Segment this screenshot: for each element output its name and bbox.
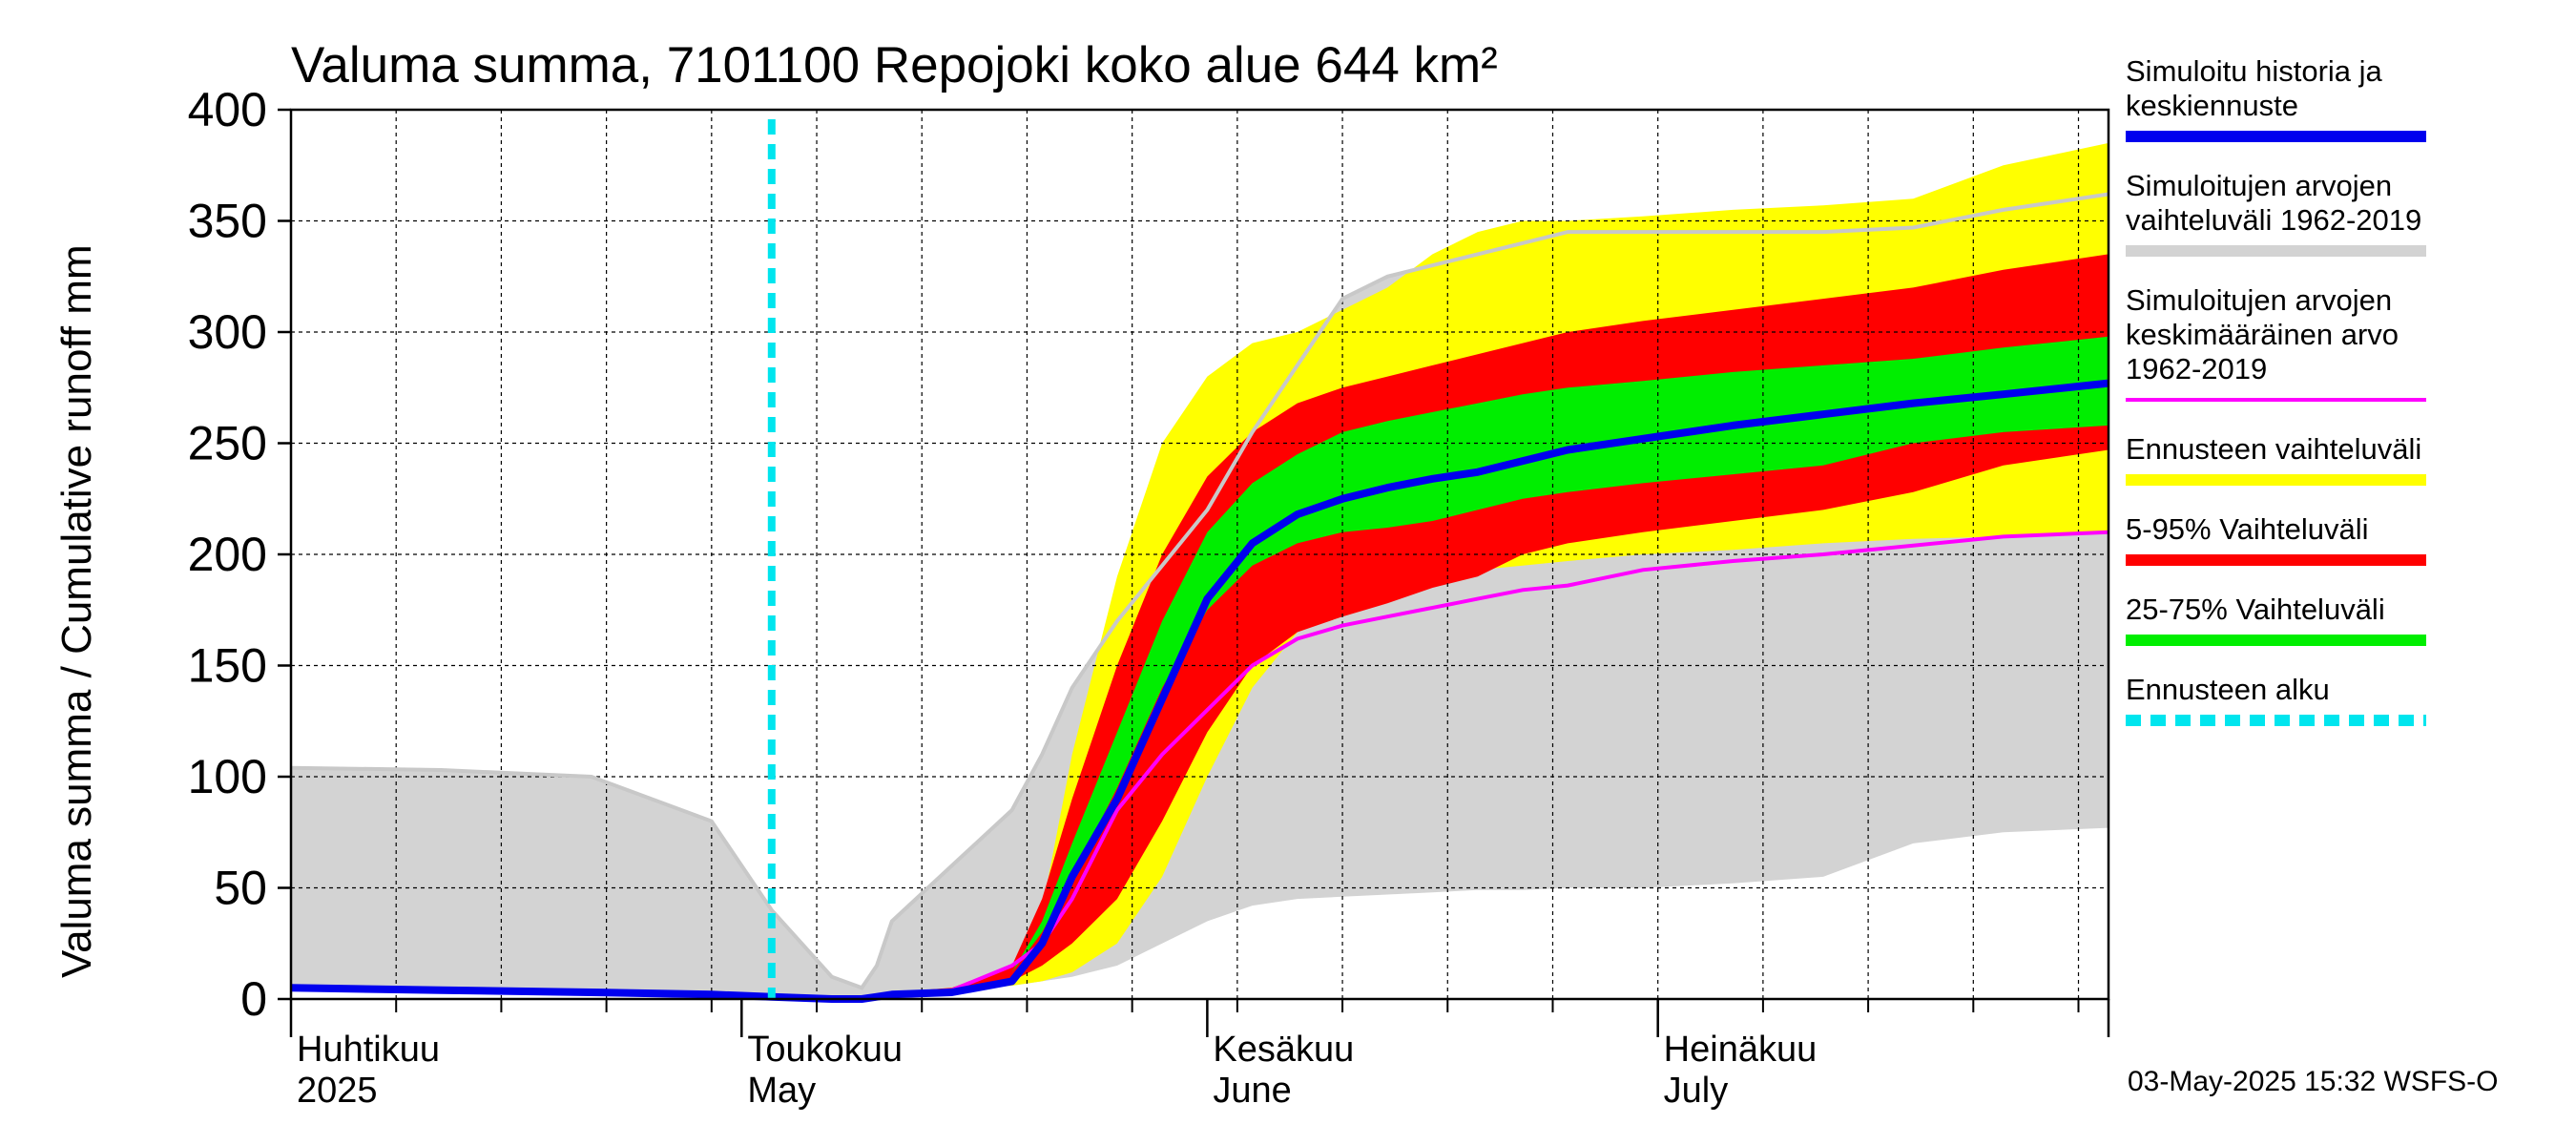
y-tick-label: 100 — [188, 750, 267, 803]
y-axis-label: Valuma summa / Cumulative runoff mm — [53, 244, 100, 978]
y-tick-label: 400 — [188, 83, 267, 136]
legend-label: 1962-2019 — [2126, 352, 2267, 385]
y-tick-label: 250 — [188, 417, 267, 470]
legend-label: 5-95% Vaihteluväli — [2126, 512, 2368, 546]
legend-label: 25-75% Vaihteluväli — [2126, 593, 2385, 626]
legend-label: Ennusteen alku — [2126, 673, 2330, 706]
x-month-label: Heinäkuu — [1664, 1030, 1818, 1070]
y-tick-label: 200 — [188, 528, 267, 581]
y-tick-label: 350 — [188, 195, 267, 248]
y-tick-label: 150 — [188, 639, 267, 693]
x-month-label: Toukokuu — [747, 1030, 903, 1070]
historical-max-line — [290, 192, 2109, 990]
legend-label: Simuloitu historia ja — [2126, 54, 2383, 88]
timestamp-footer: 03-May-2025 15:32 WSFS-O — [2128, 1066, 2499, 1097]
y-tick-label: 0 — [240, 972, 267, 1026]
legend-label: Simuloitujen arvojen — [2126, 169, 2392, 202]
y-axis-ticks: 0 50 100 150 200 250 300 350 400 — [188, 83, 291, 1026]
plot-grid — [291, 110, 2109, 999]
band-25-75 — [831, 336, 2109, 999]
y-tick-label: 300 — [188, 305, 267, 359]
x-month-label-en: 2025 — [297, 1071, 378, 1111]
plot-bands — [291, 142, 2109, 999]
x-month-label-en: July — [1664, 1071, 1729, 1111]
legend-label: keskiennuste — [2126, 89, 2298, 122]
chart-title: Valuma summa, 7101100 Repojoki koko alue… — [291, 37, 1498, 94]
x-month-label: Kesäkuu — [1213, 1030, 1354, 1070]
x-month-label-en: June — [1213, 1071, 1291, 1111]
x-month-label: Huhtikuu — [297, 1030, 440, 1070]
legend-label: Simuloitujen arvojen — [2126, 283, 2392, 317]
legend-label: Ennusteen vaihteluväli — [2126, 432, 2421, 466]
x-month-label-en: May — [747, 1071, 816, 1111]
legend-label: keskimääräinen arvo — [2126, 318, 2399, 351]
legend-label: vaihteluväli 1962-2019 — [2126, 203, 2421, 237]
y-tick-label: 50 — [214, 862, 267, 915]
